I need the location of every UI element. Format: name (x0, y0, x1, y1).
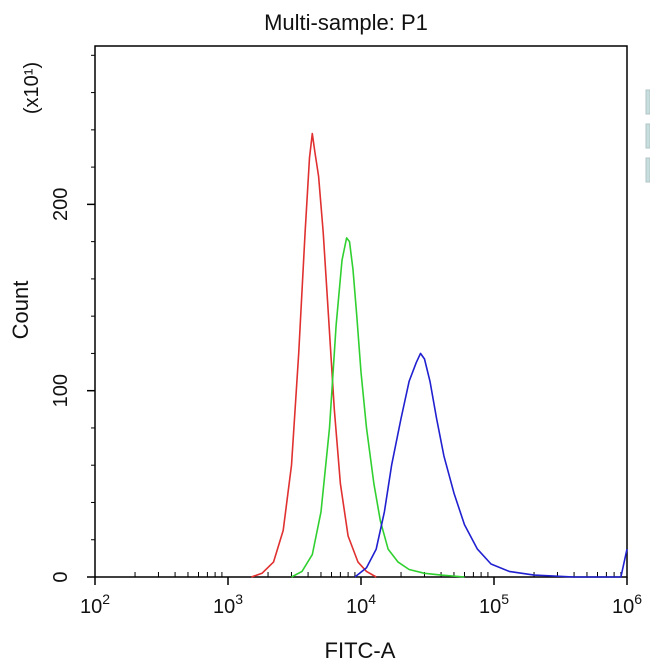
y-tick-label-0: 0 (50, 571, 72, 582)
legend-swatch-2 (645, 123, 650, 149)
x-axis-ticks: 102 103 104 105 106 (80, 577, 642, 618)
series-line-1 (251, 132, 377, 578)
x-axis-label: FITC-A (325, 638, 396, 663)
legend-swatch-3 (645, 157, 650, 183)
y-multiplier-label: (x10¹) (21, 62, 43, 114)
y-axis-label: Count (8, 281, 33, 340)
series-line-3 (354, 352, 628, 578)
legend (645, 89, 650, 183)
x-tick-label-0: 102 (80, 591, 110, 618)
y-tick-label-1: 100 (50, 374, 72, 407)
x-tick-label-3: 105 (479, 591, 509, 618)
chart-title: Multi-sample: P1 (264, 10, 428, 35)
plot-frame (94, 45, 628, 578)
x-tick-label-2: 104 (346, 591, 376, 618)
legend-swatch-1 (645, 89, 650, 115)
y-axis-ticks: 0 100 200 (50, 54, 95, 583)
y-multiplier-text: (x10¹) (21, 62, 43, 114)
series-layer (251, 132, 628, 578)
plot-area: 102 103 104 105 106 0 100 200 (50, 45, 642, 618)
series-line-2 (291, 237, 465, 578)
x-tick-label-4: 106 (612, 591, 642, 618)
y-tick-label-2: 200 (50, 188, 72, 221)
x-tick-label-1: 103 (213, 591, 243, 618)
